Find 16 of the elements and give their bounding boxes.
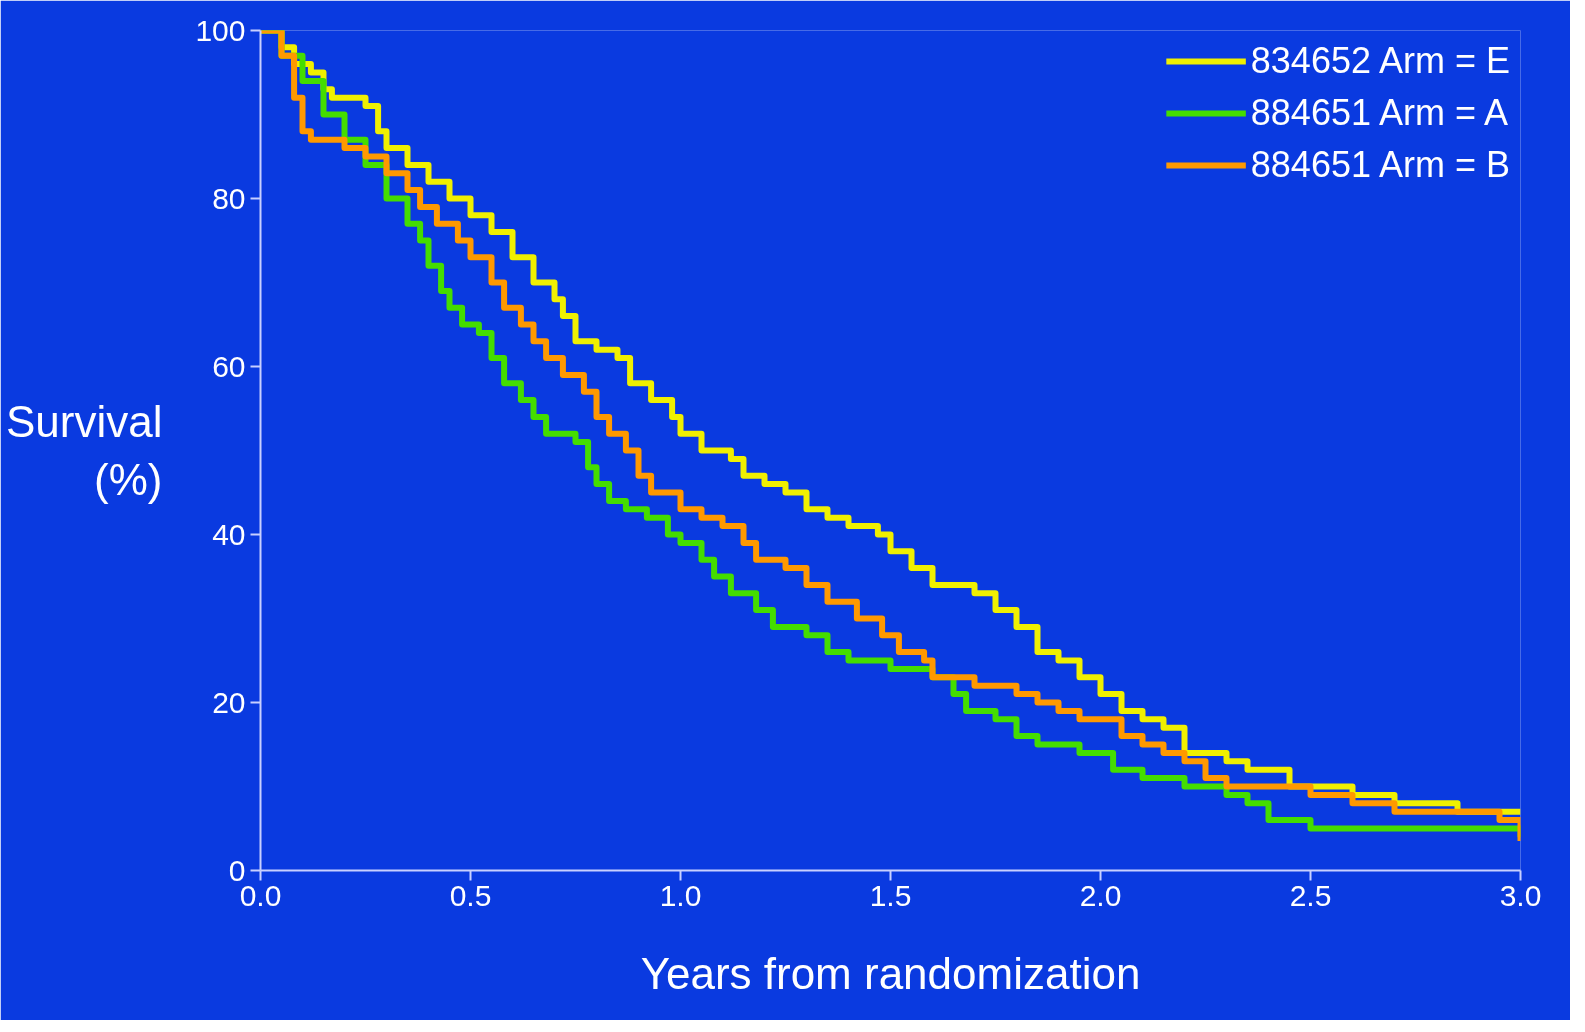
y-axis-title: Survival (%) (5, 396, 163, 505)
x-tick-label: 1.5 (869, 878, 912, 912)
x-tick-label: 2.0 (1079, 878, 1122, 912)
x-tick-label: 0.5 (449, 878, 492, 912)
y-tick-label: 60 (212, 349, 246, 383)
x-tick-label: 3.0 (1499, 878, 1542, 912)
legend-label: 834652 Arm = E (1250, 40, 1510, 82)
x-tick-label: 2.5 (1289, 878, 1332, 912)
y-tick-label: 100 (195, 13, 246, 47)
x-tick-label: 1.0 (659, 878, 702, 912)
legend-label: 884651 Arm = B (1250, 144, 1510, 186)
y-tick-label: 80 (212, 181, 246, 215)
y-tick-label: 20 (212, 685, 246, 719)
x-axis-title: Years from randomization (640, 948, 1141, 998)
y-tick-label: 40 (212, 517, 246, 551)
legend-label: 884651 Arm = A (1250, 92, 1509, 134)
